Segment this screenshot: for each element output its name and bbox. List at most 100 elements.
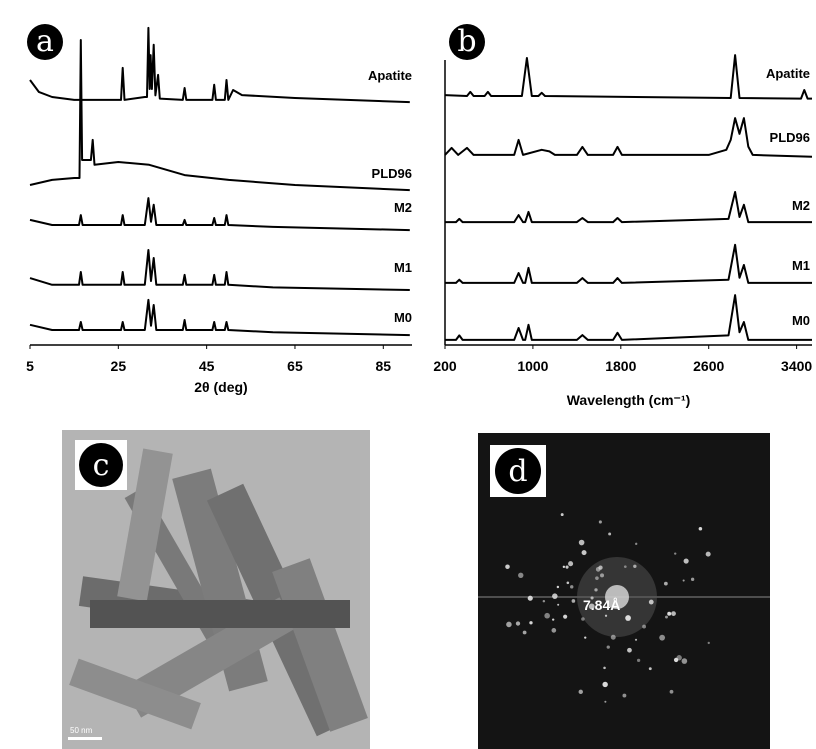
diffraction-spot — [563, 614, 568, 619]
diffraction-spot — [505, 564, 510, 569]
diffraction-spot — [522, 630, 527, 635]
diffraction-spot — [648, 599, 654, 605]
diffraction-spot — [518, 572, 524, 578]
x-axis-title: 2θ (deg) — [194, 379, 247, 395]
diffraction-spot — [606, 645, 610, 649]
spectrum-line — [444, 54, 812, 100]
spectrum-line — [445, 294, 812, 341]
diffraction-spot — [683, 558, 689, 564]
diffraction-spot — [542, 599, 546, 603]
diffraction-spot — [570, 585, 574, 589]
diffraction-spot — [635, 542, 638, 546]
spectrum-line — [29, 298, 410, 337]
diffraction-spot — [581, 550, 587, 556]
x-tick-label: 45 — [199, 358, 215, 374]
diffraction-spot — [665, 615, 668, 619]
spacing-annotation: 7.84Å — [583, 597, 620, 613]
diffraction-spot — [527, 595, 533, 601]
diffraction-image: d 7.84Å — [478, 433, 770, 749]
diffraction-spot — [584, 636, 587, 639]
series-label: M0 — [394, 310, 412, 325]
series-label: M2 — [394, 200, 412, 215]
diffraction-spot — [633, 564, 637, 568]
diffraction-spot — [627, 615, 630, 618]
diffraction-spot — [642, 624, 646, 629]
diffraction-spot — [648, 667, 652, 671]
spectrum-line — [444, 117, 813, 158]
diffraction-spot — [634, 638, 638, 641]
spectrum-line — [29, 39, 410, 192]
diffraction-spot — [595, 576, 599, 580]
x-tick-label: 1800 — [605, 358, 636, 374]
diffraction-spot — [682, 579, 685, 582]
series-label: M2 — [792, 198, 810, 213]
diffraction-spot — [571, 599, 576, 603]
series-label: M1 — [792, 258, 810, 273]
x-axis-title: Wavelength (cm⁻¹) — [567, 392, 691, 408]
x-tick-label: 2600 — [693, 358, 724, 374]
tem-image: 50 nm c — [62, 430, 370, 749]
diffraction-spot — [578, 539, 585, 546]
diffraction-spot — [623, 565, 627, 569]
diffraction-spot — [674, 552, 677, 555]
series-label: Apatite — [766, 66, 810, 81]
diffraction-spot — [707, 641, 710, 645]
diffraction-spot — [556, 585, 560, 589]
diffraction-spot — [594, 588, 598, 592]
diffraction-spot — [588, 603, 595, 610]
x-tick-label: 1000 — [517, 358, 548, 374]
diffraction-spot — [566, 581, 570, 585]
x-tick-label: 25 — [111, 358, 127, 374]
series-label: M1 — [394, 260, 412, 275]
x-tick-label: 65 — [287, 358, 303, 374]
spectrum-line — [29, 249, 410, 291]
diffraction-spot — [602, 681, 608, 688]
diffraction-spot — [515, 621, 521, 626]
diffraction-spot — [604, 700, 607, 703]
diffraction-spot — [529, 621, 533, 625]
diffraction-spot — [636, 658, 641, 663]
diffraction-spot — [568, 561, 574, 567]
series-label: M0 — [792, 313, 810, 328]
diffraction-spot — [673, 657, 679, 663]
diffraction-spot — [603, 666, 606, 670]
diffraction-spot — [560, 513, 564, 517]
diffraction-spot — [552, 593, 558, 599]
diffraction-spot — [598, 520, 602, 524]
spectrum-line — [445, 191, 812, 224]
diffraction-spot — [681, 658, 688, 664]
x-tick-label: 5 — [26, 358, 34, 374]
scale-bar-label: 50 nm — [70, 726, 93, 735]
diffraction-spot — [557, 603, 560, 606]
diffraction-spot — [627, 647, 632, 653]
diffraction-spot — [604, 614, 608, 617]
diffraction-spot — [705, 551, 711, 557]
diffraction-spot — [622, 693, 627, 698]
diffraction-spot — [600, 573, 605, 578]
diffraction-spot — [565, 565, 569, 569]
diffraction-spot — [608, 532, 612, 536]
diffraction-spot — [698, 527, 703, 531]
x-tick-label: 3400 — [781, 358, 812, 374]
spectrum-line — [445, 243, 812, 284]
diffraction-spot — [610, 634, 616, 640]
panel-badge — [27, 24, 63, 60]
diffraction-spot — [581, 617, 585, 621]
panel-badge — [449, 24, 485, 60]
x-tick-label: 85 — [376, 358, 392, 374]
panel-label: b — [457, 24, 476, 59]
diffraction-spot — [659, 634, 666, 641]
diffraction-spot — [671, 611, 676, 616]
series-label: PLD96 — [372, 166, 412, 181]
series-label: Apatite — [368, 68, 412, 83]
panel-label: a — [36, 24, 54, 59]
diffraction-spot — [506, 621, 512, 628]
diffraction-spot — [590, 596, 594, 600]
x-tick-label: 200 — [433, 358, 457, 374]
series-label: PLD96 — [770, 130, 810, 145]
spectrum-line — [29, 197, 410, 232]
diffraction-spot — [667, 611, 672, 616]
panel-label: d — [508, 454, 527, 489]
panel-label: c — [93, 448, 110, 483]
diffraction-spot — [595, 566, 601, 572]
